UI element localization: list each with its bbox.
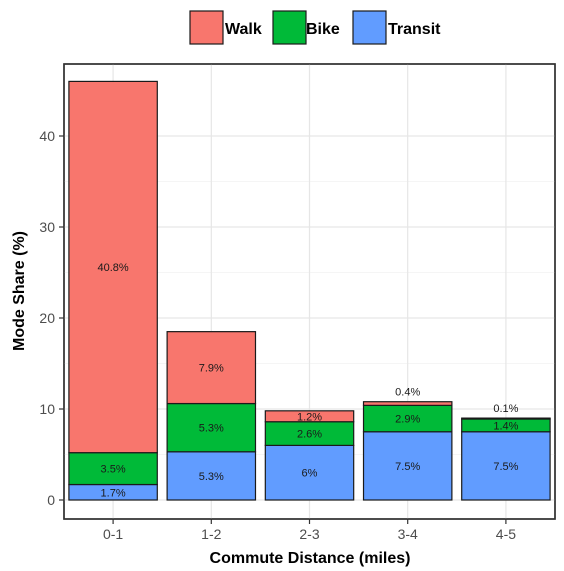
data-label: 6% xyxy=(302,468,318,480)
x-tick-label: 1-2 xyxy=(201,526,221,542)
data-label: 7.5% xyxy=(395,461,420,473)
x-tick-label: 2-3 xyxy=(299,526,319,542)
legend-label-transit: Transit xyxy=(388,21,441,38)
bar-segment-transit xyxy=(461,431,551,501)
x-tick-label: 0-1 xyxy=(103,526,123,542)
data-label: 0.1% xyxy=(493,403,518,415)
legend-key-transit xyxy=(352,10,387,45)
bar-segment-walk xyxy=(166,331,257,405)
x-tick-label: 3-4 xyxy=(398,526,418,542)
data-label: 5.3% xyxy=(199,423,224,435)
bars: 1.7% 3.5% 40.8% 5.3% 5.3% 7.9% 6% 2.6% 1.2% 7.5% 2… xyxy=(68,80,551,501)
x-axis-label: Commute Distance (miles) xyxy=(210,550,411,567)
bar-segment-bike xyxy=(68,452,158,486)
legend-label-bike: Bike xyxy=(306,21,340,38)
legend-key-walk xyxy=(189,10,224,45)
data-label: 0.4% xyxy=(395,387,420,399)
data-label: 3.5% xyxy=(101,464,126,476)
y-tick-label: 30 xyxy=(39,219,55,235)
y-axis-label: Mode Share (%) xyxy=(11,231,28,351)
legend-label-walk: Walk xyxy=(225,21,262,38)
legend: Walk Bike Transit xyxy=(189,10,441,45)
data-label: 7.9% xyxy=(199,363,224,375)
data-label: 40.8% xyxy=(97,262,128,274)
data-label: 2.9% xyxy=(395,414,420,426)
bar-segment-walk xyxy=(362,401,453,406)
bar-segment-walk xyxy=(264,410,355,423)
data-label: 1.2% xyxy=(297,411,322,423)
data-label: 5.3% xyxy=(199,471,224,483)
bar-segment-transit xyxy=(362,431,453,501)
y-tick-label: 0 xyxy=(47,492,55,508)
axes: 0 10 20 30 40 0-1 1-2 2-3 3-4 4-5 xyxy=(39,63,556,542)
bar-segment-transit xyxy=(166,451,257,501)
data-label: 1.7% xyxy=(101,487,126,499)
y-tick-label: 40 xyxy=(39,128,55,144)
legend-key-bike xyxy=(272,10,307,45)
bar-segment-bike xyxy=(166,402,257,453)
y-tick-label: 20 xyxy=(39,310,55,326)
bar-segment-walk xyxy=(461,417,551,420)
data-label: 2.6% xyxy=(297,429,322,441)
x-tick-label: 4-5 xyxy=(496,526,516,542)
data-label: 1.4% xyxy=(493,420,518,432)
y-tick-label: 10 xyxy=(39,401,55,417)
bar-segment-walk xyxy=(68,80,158,454)
data-label: 7.5% xyxy=(493,461,518,473)
